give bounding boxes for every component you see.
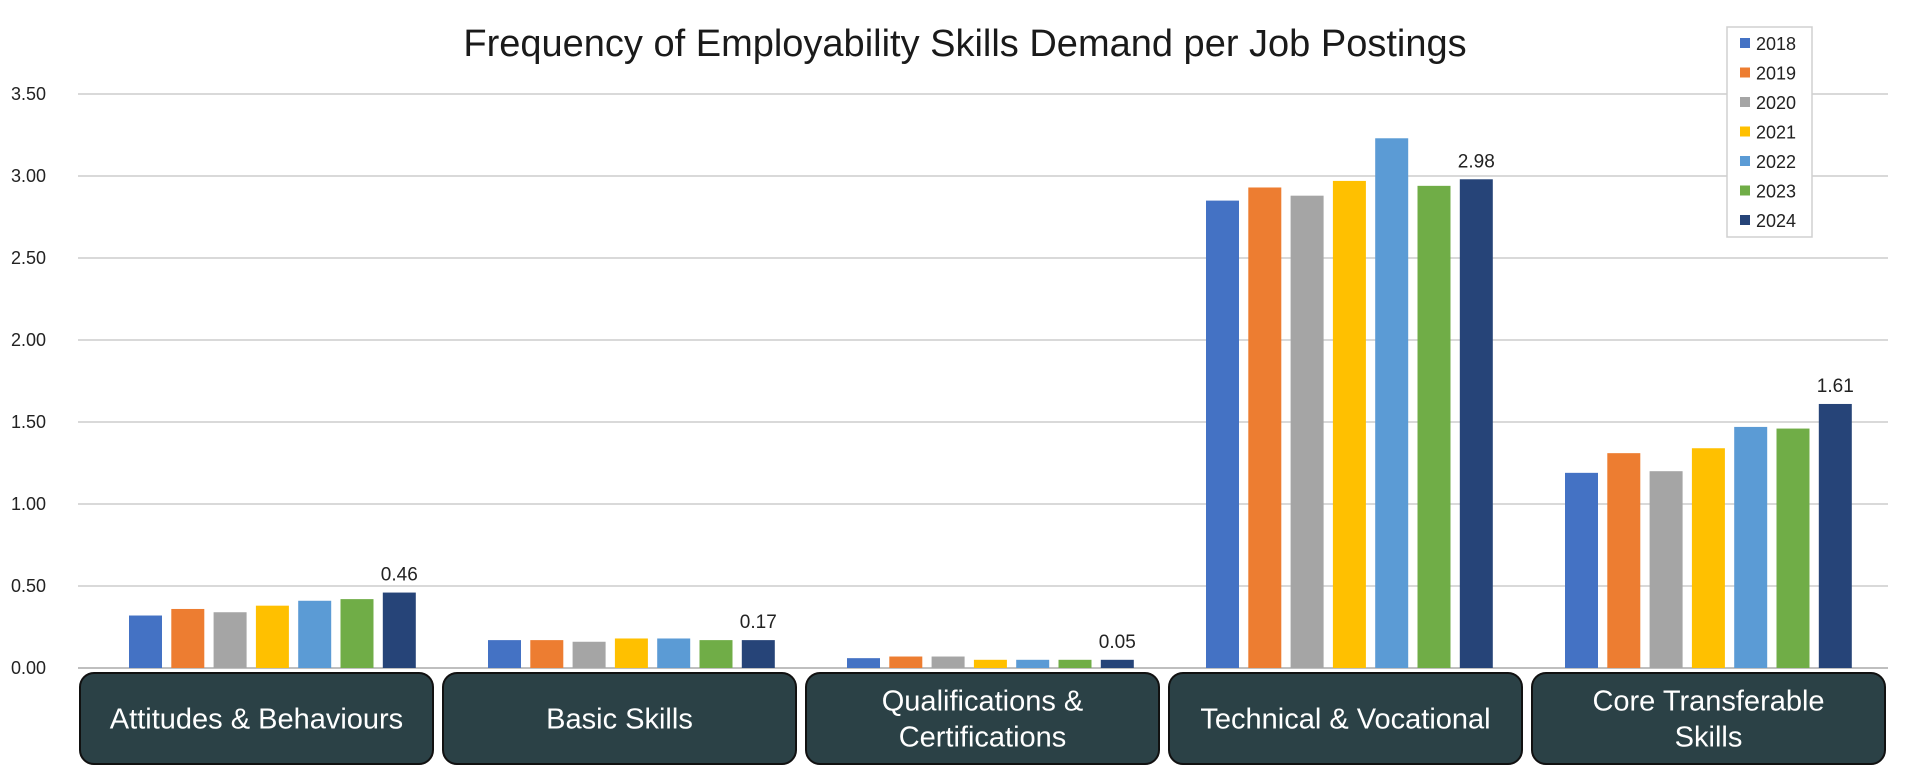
bar-2022-cat-3 (1375, 138, 1409, 668)
y-tick-label: 2.50 (11, 248, 46, 268)
legend-swatch-2022 (1740, 156, 1750, 166)
y-tick-label: 0.00 (11, 658, 46, 678)
bar-2019-cat-0 (171, 608, 205, 668)
bar-2022-cat-2 (1016, 659, 1050, 668)
bar-2024-cat-4 (1818, 403, 1852, 668)
bar-2020-cat-2 (931, 656, 965, 668)
bar-2018-cat-3 (1206, 200, 1239, 668)
bar-2022-cat-0 (298, 600, 332, 668)
y-tick-label: 3.50 (11, 84, 46, 104)
data-label: 0.46 (381, 565, 418, 586)
data-labels: 0.46 0.17 0.05 2.98 1.61 (381, 151, 1854, 653)
category-label: Attitudes & Behaviours (110, 704, 403, 736)
bar-2018-cat-2 (847, 658, 880, 668)
bar-2019-cat-1 (530, 640, 564, 668)
category-label: Skills (1675, 722, 1743, 754)
legend-label-2022: 2022 (1756, 152, 1796, 172)
bar-2023-cat-1 (699, 640, 733, 668)
category-label: Core Transferable (1592, 686, 1824, 718)
bar-2024-cat-0 (382, 592, 416, 668)
bar-2018-cat-0 (129, 615, 162, 668)
bar-2020-cat-4 (1649, 471, 1683, 668)
bar-2019-cat-4 (1607, 453, 1641, 668)
data-label: 0.05 (1099, 632, 1136, 653)
category-label: Qualifications & (882, 686, 1084, 718)
category-box-4 (1531, 672, 1886, 765)
legend-swatch-2021 (1740, 126, 1750, 137)
bar-2023-cat-2 (1058, 659, 1092, 668)
bar-2018-cat-4 (1565, 472, 1598, 668)
bar-2024-cat-2 (1100, 659, 1134, 668)
category-label: Basic Skills (546, 704, 693, 736)
legend-label-2023: 2023 (1756, 182, 1796, 202)
bar-2024-cat-3 (1459, 179, 1493, 668)
bar-2020-cat-3 (1290, 195, 1324, 668)
bar-2021-cat-1 (614, 638, 648, 668)
bar-2023-cat-4 (1776, 428, 1810, 668)
data-label: 1.61 (1817, 376, 1854, 397)
bar-2019-cat-2 (889, 656, 923, 668)
legend-swatch-2019 (1740, 67, 1750, 78)
bar-2022-cat-1 (657, 638, 691, 668)
y-axis-ticks: 0.00 0.50 1.00 1.50 2.00 2.50 3.00 3.50 (11, 84, 46, 678)
bar-2023-cat-3 (1417, 185, 1451, 668)
legend-label-2021: 2021 (1756, 123, 1796, 143)
bar-2021-cat-2 (973, 659, 1007, 668)
data-label: 0.17 (740, 612, 777, 633)
bar-2021-cat-0 (255, 605, 289, 668)
legend: 2018 2019 2020 2021 2022 2023 2024 (1726, 26, 1813, 238)
legend-swatch-2020 (1740, 97, 1750, 107)
category-box-0 (79, 672, 434, 765)
bar-2023-cat-0 (340, 599, 374, 668)
category-box-2 (805, 672, 1160, 765)
bar-2020-cat-0 (213, 612, 247, 668)
y-tick-label: 0.50 (11, 576, 46, 596)
bar-2021-cat-4 (1691, 448, 1725, 668)
legend-label-2018: 2018 (1756, 34, 1796, 54)
legend-swatch-2023 (1740, 185, 1750, 196)
category-label: Certifications (899, 722, 1067, 754)
category-box-3 (1168, 672, 1523, 765)
bars (129, 138, 1852, 669)
data-label: 2.98 (1458, 151, 1495, 172)
legend-swatch-2018 (1740, 38, 1750, 48)
y-tick-label: 1.00 (11, 494, 46, 514)
legend-label-2019: 2019 (1756, 64, 1796, 84)
chart-title: Frequency of Employability Skills Demand… (463, 23, 1466, 65)
bar-2024-cat-1 (741, 640, 775, 668)
category-labels: Attitudes & Behaviours Basic Skills Qualif… (79, 672, 1886, 765)
bar-2019-cat-3 (1248, 187, 1282, 669)
category-label: Technical & Vocational (1200, 704, 1490, 736)
legend-label-2020: 2020 (1756, 93, 1796, 113)
legend-swatch-2024 (1740, 215, 1750, 225)
bar-2022-cat-4 (1734, 426, 1768, 668)
y-tick-label: 2.00 (11, 330, 46, 350)
category-box-1 (442, 672, 797, 765)
legend-label-2024: 2024 (1756, 211, 1796, 231)
y-tick-label: 1.50 (11, 412, 46, 432)
y-tick-label: 3.00 (11, 166, 46, 186)
bar-2018-cat-1 (488, 640, 521, 668)
bar-2020-cat-1 (572, 641, 606, 668)
bar-2021-cat-3 (1332, 180, 1366, 669)
